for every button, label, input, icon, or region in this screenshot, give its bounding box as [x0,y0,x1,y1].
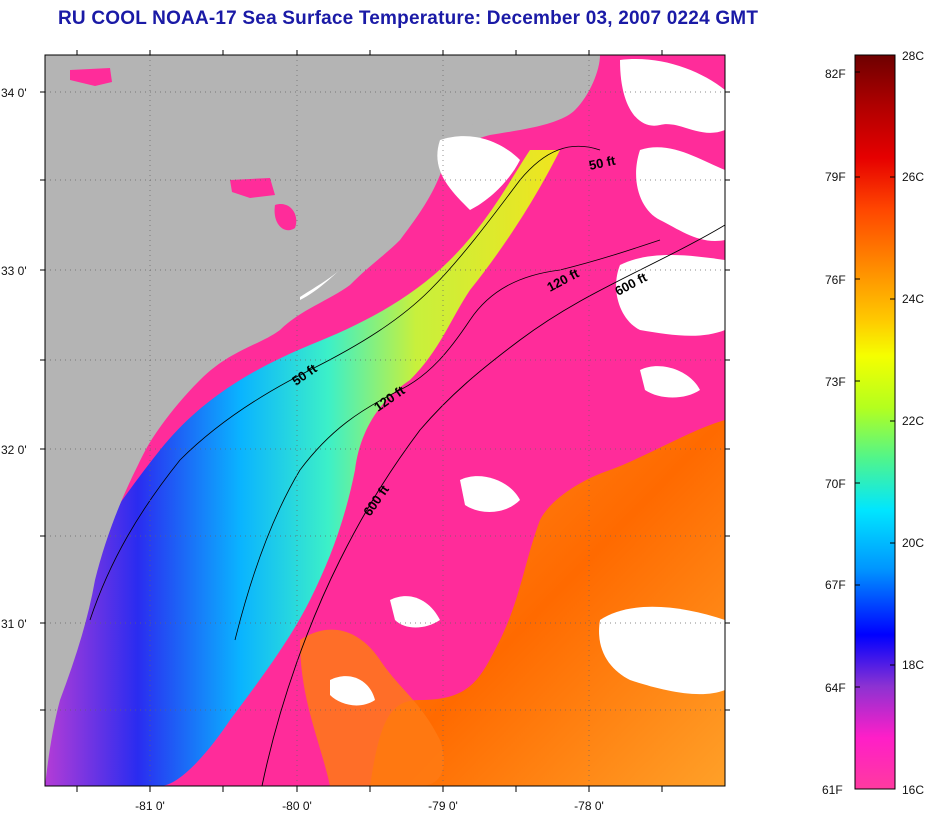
graticule [45,55,725,786]
lat-label-31: 31 0' [1,617,27,631]
inland-water-2 [230,178,275,198]
contour-120ft [234,239,661,641]
contour-label-50ft-north: 50 ft [588,153,618,173]
inland-water-3 [274,204,297,231]
lon-label-80: -80 0' [282,799,312,813]
inland-water-1 [70,68,112,86]
gulf-stream-warm-water [370,420,725,786]
lon-label-78: -78 0' [574,799,604,813]
lat-label-32: 32 0' [1,443,27,457]
map-title: RU COOL NOAA-17 Sea Surface Temperature:… [58,8,759,29]
lon-label-81: -81 0' [135,799,165,813]
warm-filament [300,629,444,786]
map-frame [44,54,726,787]
contour-600ft [261,224,725,786]
tick-marks [40,50,730,792]
lat-label-33: 33 0' [1,264,27,278]
lat-label-34: 34 0' [1,86,27,100]
lon-label-79: -79 0' [428,799,458,813]
shelf-water [45,150,560,786]
land-overlay [45,55,560,786]
